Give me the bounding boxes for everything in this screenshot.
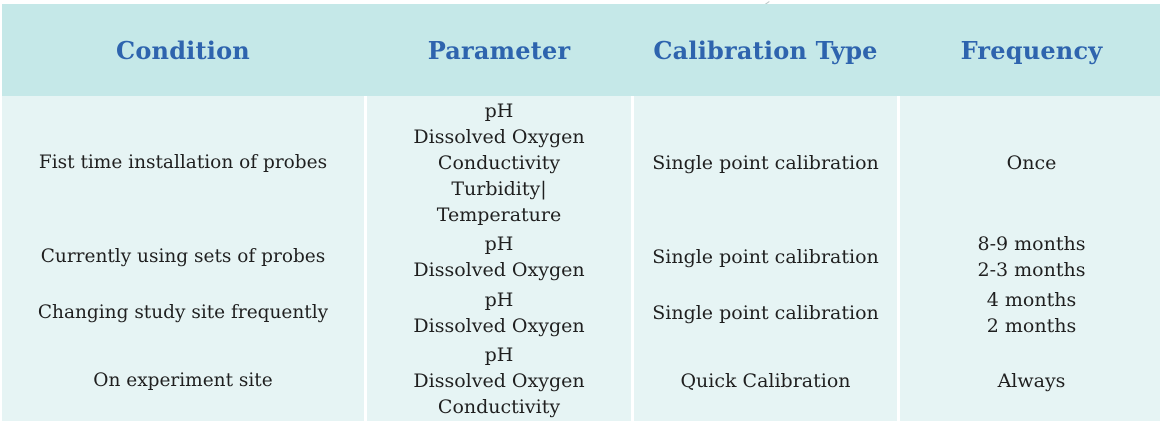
row-2-calibration-type: Single point calibration xyxy=(652,246,879,268)
parameter-item: pH xyxy=(484,344,514,366)
column-divider xyxy=(897,341,900,421)
row-4-frequency: Always xyxy=(900,341,1160,421)
header-parameter: Parameter xyxy=(367,4,631,96)
frequency-item: 2 months xyxy=(986,315,1077,337)
row-3-calibration-type: Single point calibration xyxy=(652,302,879,324)
row-2-frequency: 8-9 months 2-3 months xyxy=(900,229,1160,285)
column-divider xyxy=(631,285,634,341)
parameter-item: Dissolved Oxygen xyxy=(413,125,585,148)
frequency-item: 4 months xyxy=(986,289,1077,311)
row-3-frequency: 4 months 2 months xyxy=(900,285,1160,341)
row-1-condition: Fist time installation of probes xyxy=(38,151,328,173)
header-divider xyxy=(364,4,367,96)
frequency-item: 2-3 months xyxy=(977,259,1086,281)
header-calibration-type: Calibration Type xyxy=(634,4,897,96)
column-divider xyxy=(897,229,900,285)
calibration-table: Condition Parameter Calibration Type Fre… xyxy=(2,4,1160,421)
column-divider xyxy=(364,341,367,421)
column-divider xyxy=(364,96,367,229)
parameter-item: Turbidity| xyxy=(451,177,547,200)
parameter-item: pH xyxy=(484,289,514,311)
row-2-parameters: pH Dissolved Oxygen xyxy=(367,229,631,285)
row-2-condition: Currently using sets of probes xyxy=(40,246,326,267)
parameter-item: Dissolved Oxygen xyxy=(413,259,585,281)
column-divider xyxy=(897,96,900,229)
row-3-parameters: pH Dissolved Oxygen xyxy=(367,285,631,341)
row-4-calibration-type: Quick Calibration xyxy=(680,370,851,392)
parameter-item: Conductivity xyxy=(437,396,561,418)
frequency-item: 8-9 months xyxy=(977,233,1086,255)
row-4-parameters: pH Dissolved Oxygen Conductivity xyxy=(367,341,631,421)
header-condition: Condition xyxy=(2,4,364,96)
column-divider xyxy=(631,341,634,421)
row-4-condition: On experiment site xyxy=(93,370,273,391)
column-divider xyxy=(631,229,634,285)
column-divider xyxy=(631,96,634,229)
row-1-parameters: pH Dissolved Oxygen Conductivity Turbidi… xyxy=(367,96,631,229)
column-divider xyxy=(364,285,367,341)
header-divider xyxy=(631,4,634,96)
frequency-item: Always xyxy=(997,370,1066,392)
parameter-item: pH xyxy=(484,99,514,122)
row-3-condition: Changing study site frequently xyxy=(37,302,329,323)
column-divider xyxy=(364,229,367,285)
parameter-item: Dissolved Oxygen xyxy=(413,315,585,337)
row-1-calibration-type: Single point calibration xyxy=(652,151,879,174)
parameter-item: pH xyxy=(484,233,514,255)
parameter-item: Dissolved Oxygen xyxy=(413,370,585,392)
frequency-item: Once xyxy=(1006,151,1057,174)
parameter-item: Temperature xyxy=(436,203,562,226)
column-divider xyxy=(897,285,900,341)
header-divider xyxy=(897,4,900,96)
header-frequency: Frequency xyxy=(900,4,1160,96)
row-1-frequency: Once xyxy=(900,96,1160,229)
parameter-item: Conductivity xyxy=(437,151,561,174)
